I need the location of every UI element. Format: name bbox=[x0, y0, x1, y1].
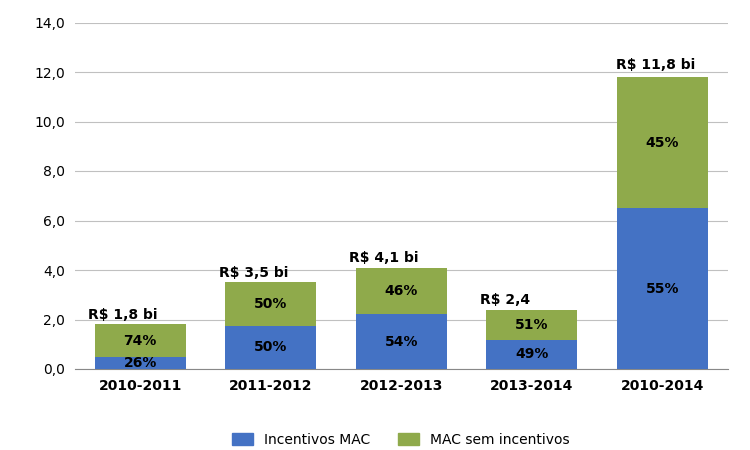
Text: 49%: 49% bbox=[515, 347, 548, 361]
Bar bbox=[94, 357, 186, 369]
Text: R$ 11,8 bi: R$ 11,8 bi bbox=[616, 58, 695, 72]
Bar bbox=[616, 208, 708, 369]
Bar bbox=[486, 340, 578, 369]
Bar bbox=[225, 283, 316, 326]
Text: 50%: 50% bbox=[254, 340, 287, 354]
Text: 50%: 50% bbox=[254, 297, 287, 311]
Text: R$ 2,4: R$ 2,4 bbox=[479, 293, 530, 307]
Text: R$ 3,5 bi: R$ 3,5 bi bbox=[218, 266, 288, 280]
Text: 51%: 51% bbox=[515, 318, 548, 332]
Text: 74%: 74% bbox=[124, 334, 157, 348]
Text: 55%: 55% bbox=[646, 282, 679, 296]
Bar bbox=[225, 326, 316, 369]
Text: 46%: 46% bbox=[385, 284, 418, 298]
Text: 26%: 26% bbox=[124, 356, 157, 370]
Bar bbox=[94, 324, 186, 357]
Bar bbox=[616, 77, 708, 208]
Bar bbox=[356, 314, 447, 369]
Legend: Incentivos MAC, MAC sem incentivos: Incentivos MAC, MAC sem incentivos bbox=[227, 427, 575, 450]
Bar bbox=[486, 310, 578, 340]
Text: R$ 1,8 bi: R$ 1,8 bi bbox=[88, 308, 158, 322]
Text: 54%: 54% bbox=[385, 335, 418, 349]
Text: R$ 4,1 bi: R$ 4,1 bi bbox=[349, 251, 418, 265]
Text: 45%: 45% bbox=[646, 135, 679, 150]
Bar bbox=[356, 267, 447, 314]
